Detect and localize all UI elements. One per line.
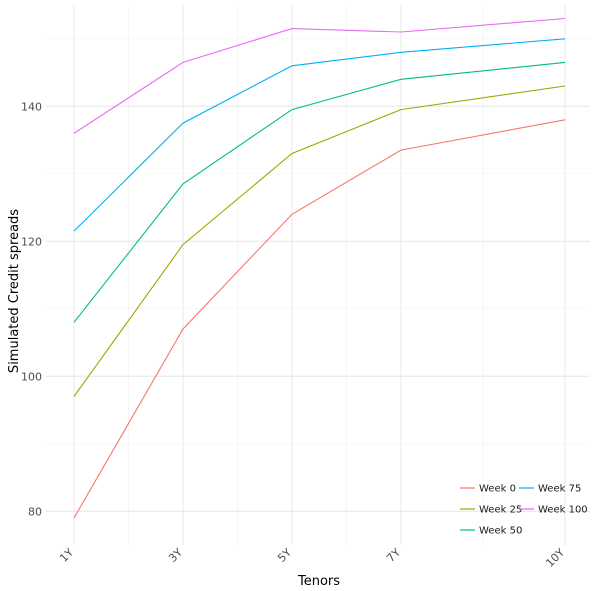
y-tick-label: 100 (21, 370, 42, 383)
legend-label-week-0: Week 0 (479, 484, 516, 495)
y-axis-title: Simulated Credit spreads (7, 209, 22, 373)
y-tick-label: 140 (21, 100, 42, 113)
series-lines (73, 17, 566, 519)
x-axis-title: Tenors (297, 574, 340, 589)
legend-label-week-75: Week 75 (538, 484, 581, 495)
series-line-week-25 (73, 85, 566, 397)
legend-label-week-25: Week 25 (479, 505, 522, 516)
legend-label-week-100: Week 100 (538, 505, 588, 516)
series-line-week-100 (73, 17, 566, 134)
legend-label-week-50: Week 50 (479, 526, 522, 537)
series-line-week-75 (73, 38, 566, 232)
y-tick-label: 80 (28, 505, 42, 518)
y-axis-ticks: 80 100 120 140 (21, 100, 42, 518)
y-tick-label: 120 (21, 235, 42, 248)
series-line-week-50 (73, 61, 566, 323)
series-line-week-0 (73, 119, 566, 519)
legend: Week 0 Week 25 Week 50 Week 75 Week 100 (460, 484, 588, 537)
